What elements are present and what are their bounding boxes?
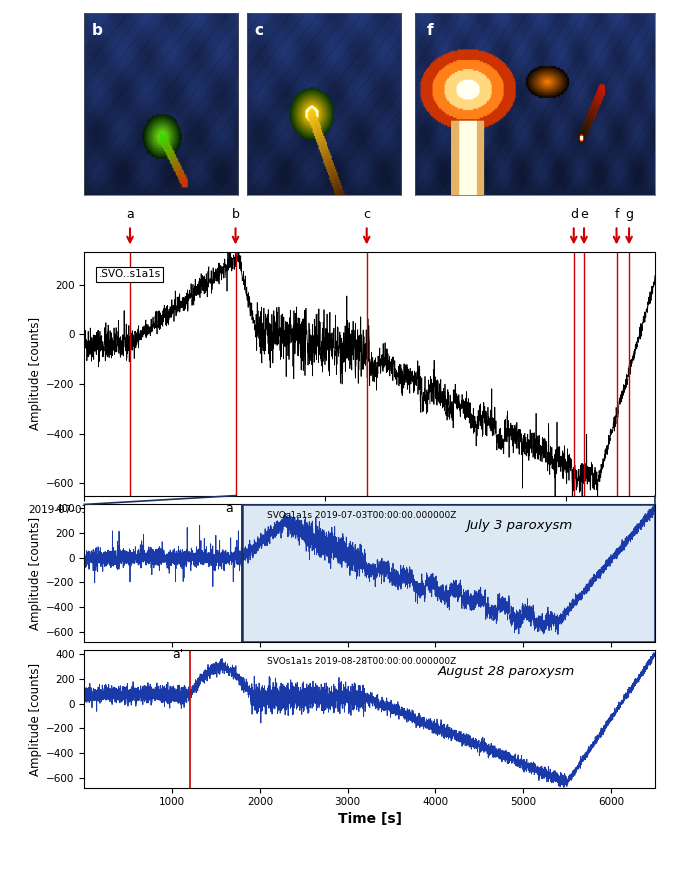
Text: a': a' bbox=[172, 648, 184, 661]
Text: July 3 paroxysm: July 3 paroxysm bbox=[466, 519, 573, 532]
Text: e: e bbox=[580, 208, 588, 220]
Text: d: d bbox=[570, 208, 578, 220]
Text: g: g bbox=[625, 208, 633, 220]
Text: August 28 paroxysm: August 28 paroxysm bbox=[438, 666, 575, 678]
Text: c: c bbox=[363, 208, 370, 220]
X-axis label: Date time: Date time bbox=[331, 519, 408, 534]
Text: SVOs1a1s 2019-07-03T00:00:00.000000Z: SVOs1a1s 2019-07-03T00:00:00.000000Z bbox=[267, 512, 456, 520]
Y-axis label: Amplitude [counts]: Amplitude [counts] bbox=[29, 517, 42, 629]
Text: a: a bbox=[225, 502, 232, 515]
Text: f: f bbox=[427, 23, 434, 38]
Y-axis label: Amplitude [counts]: Amplitude [counts] bbox=[29, 318, 42, 430]
Text: b: b bbox=[92, 23, 103, 38]
Text: a: a bbox=[126, 208, 134, 220]
Bar bbox=[242, 504, 655, 642]
Text: f: f bbox=[614, 208, 619, 220]
Text: .SVO..s1a1s: .SVO..s1a1s bbox=[99, 269, 161, 280]
X-axis label: Time [s]: Time [s] bbox=[338, 812, 402, 826]
Y-axis label: Amplitude [counts]: Amplitude [counts] bbox=[29, 663, 42, 775]
Text: SVOs1a1s 2019-08-28T00:00:00.000000Z: SVOs1a1s 2019-08-28T00:00:00.000000Z bbox=[267, 658, 456, 666]
Text: c: c bbox=[254, 23, 264, 38]
Text: b: b bbox=[232, 208, 240, 220]
